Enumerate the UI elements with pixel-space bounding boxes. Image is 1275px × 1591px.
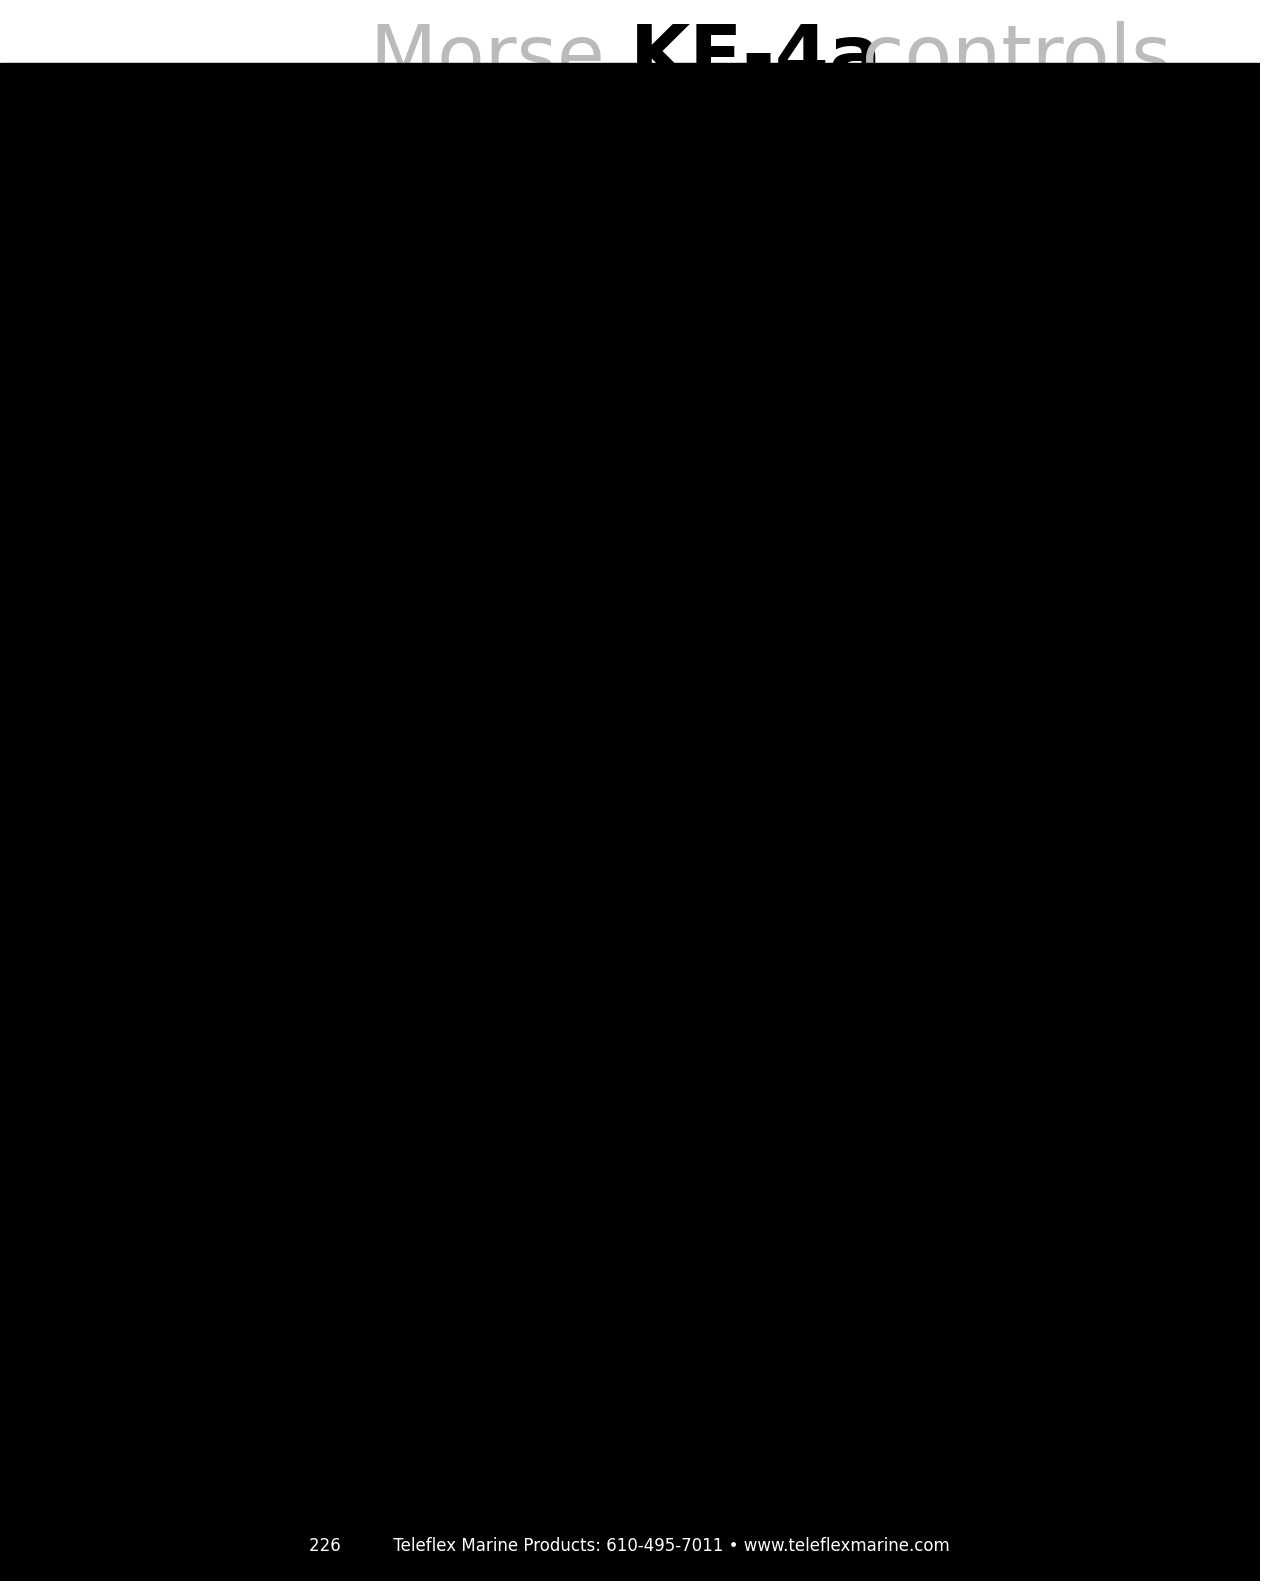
Text: R/C-1: R/C-1 (450, 476, 482, 485)
Text: +: + (470, 889, 482, 902)
Text: CONTROLS electronic stand-alone: CONTROLS electronic stand-alone (14, 835, 27, 1061)
Text: Basic KE-4a System Overview:: Basic KE-4a System Overview: (68, 92, 779, 134)
Text: Throttle: Throttle (912, 1457, 965, 1467)
Text: :Indicates identification: :Indicates identification (306, 229, 534, 245)
Text: @Cable for mechanical back up(option): @Cable for mechanical back up(option) (287, 1376, 550, 1389)
Bar (425, 751, 810, 850)
Text: Black: Black (608, 967, 638, 978)
Bar (672, 1122, 810, 1155)
Bar (227, 1077, 395, 1111)
Bar (889, 1448, 988, 1476)
Bar (493, 939, 593, 993)
Text: controls: controls (838, 21, 1172, 97)
Text: @Actuator: @Actuator (283, 1171, 339, 1181)
Text: Brown: Brown (297, 697, 306, 724)
Text: 226          Teleflex Marine Products: 610-495-7011 • www.teleflexmarine.com: 226 Teleflex Marine Products: 610-495-70… (310, 1537, 950, 1554)
Text: Black: Black (608, 899, 638, 908)
Bar (227, 1122, 395, 1153)
Text: @Harness Remote
Control: @Harness Remote Control (376, 681, 469, 702)
Text: THROTTLE: THROTTLE (708, 1131, 774, 1146)
Text: Power
supply: Power supply (532, 955, 565, 975)
Text: White: White (400, 940, 430, 950)
Bar (329, 474, 358, 496)
Bar (810, 452, 1077, 632)
Text: Black: Black (400, 967, 430, 978)
Text: White: White (608, 940, 638, 950)
Bar (825, 473, 885, 531)
Text: For part numbers associated with the items depicted below, please see the page a: For part numbers associated with the ite… (68, 169, 788, 183)
Bar (474, 632, 691, 751)
Text: @Control Unit: @Control Unit (400, 431, 493, 444)
Text: KE-4a: KE-4a (630, 21, 882, 97)
Bar (332, 452, 564, 632)
Bar (430, 579, 504, 608)
Bar (430, 468, 504, 495)
Text: (12V model): (12V model) (259, 479, 323, 488)
Text: Dim Harness: Dim Harness (182, 668, 251, 678)
Text: White: White (400, 870, 430, 881)
Text: Black: Black (400, 899, 430, 908)
Text: THROTTLE: THROTTLE (278, 1087, 344, 1101)
Bar (89, 425, 1186, 1521)
Text: :Indicates the destination of connection: :Indicates the destination of connection (306, 261, 671, 275)
Bar (143, 1481, 213, 1511)
Text: @Communication
harness: @Communication harness (574, 784, 662, 805)
Text: Shift: Shift (827, 1457, 862, 1467)
Bar (949, 1056, 1107, 1293)
Text: +: + (470, 958, 482, 972)
Bar (672, 1077, 810, 1111)
Text: −: − (470, 983, 482, 996)
Text: ‡Black(or Green): ‡Black(or Green) (186, 597, 286, 608)
Text: @Control Head: @Control Head (898, 431, 989, 444)
Bar (493, 869, 593, 923)
Text: COM: COM (377, 480, 397, 490)
Bar (222, 1481, 326, 1511)
Text: Shift: Shift (161, 1491, 195, 1502)
Text: White: White (608, 870, 638, 881)
Text: Neutral Switch
Harness: Neutral Switch Harness (182, 522, 270, 544)
Text: Blue: Blue (315, 700, 324, 722)
Bar (252, 258, 274, 278)
Text: Morse: Morse (370, 21, 630, 97)
Text: R/C-2: R/C-2 (450, 514, 482, 523)
Text: R/C-4: R/C-4 (450, 589, 482, 598)
Text: 5m: 5m (321, 794, 332, 807)
Text: R/C-3: R/C-3 (450, 550, 482, 562)
Bar (89, 1056, 247, 1293)
Text: Throttle: Throttle (246, 1491, 301, 1502)
Bar (177, 444, 1096, 1077)
Bar (810, 1448, 880, 1476)
Text: @Cable: @Cable (256, 1406, 300, 1419)
Bar (430, 504, 504, 533)
Text: (24V model): (24V model) (259, 509, 323, 519)
Text: 2m: 2m (221, 897, 231, 910)
Text: Common ground bus: Common ground bus (524, 1007, 630, 1017)
Circle shape (33, 1449, 38, 1456)
Text: 24V: 24V (335, 509, 352, 519)
Bar (361, 473, 414, 500)
Text: Power
supply: Power supply (532, 886, 565, 905)
Text: −: − (470, 913, 482, 928)
Text: SHIFT: SHIFT (291, 1130, 333, 1144)
Text: 12V: 12V (335, 480, 352, 490)
Text: SHIFT: SHIFT (720, 1087, 762, 1101)
Bar (430, 543, 504, 570)
Text: 5m: 5m (597, 853, 609, 862)
Bar (329, 503, 358, 525)
Text: @Harness Power
Supply: @Harness Power Supply (94, 883, 181, 905)
Circle shape (13, 1445, 28, 1461)
Text: The following schematic shows elements of the KE-4a control system in a typical : The following schematic shows elements o… (68, 148, 1015, 164)
Text: @Circuit Breaker(20A): @Circuit Breaker(20A) (509, 1029, 640, 1041)
Text: 5m: 5m (301, 754, 311, 767)
Text: @Buzzer: @Buzzer (682, 554, 729, 563)
Bar (0, 453, 42, 1343)
Text: @Control for mechanical back up
(option): @Control for mechanical back up (option) (384, 1335, 604, 1362)
Text: ‡Red(or Yellow): ‡Red(or Yellow) (186, 628, 279, 640)
